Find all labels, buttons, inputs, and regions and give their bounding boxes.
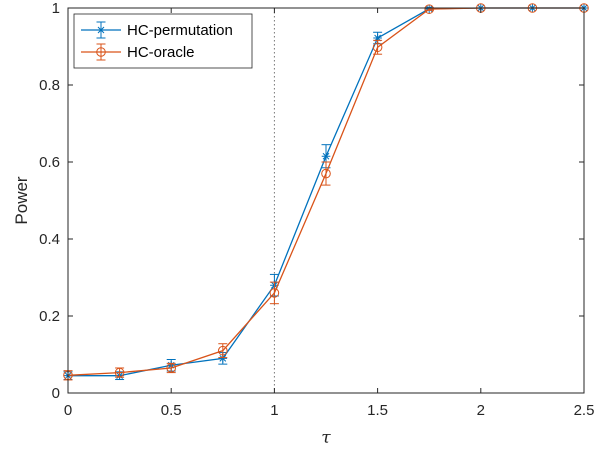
data-point (114, 367, 125, 378)
axes: 0 0.5 1 1.5 2 2.5 0 0.2 0.4 0.6 0.8 1 (39, 0, 594, 419)
data-point (269, 288, 280, 298)
legend-label: HC-oracle (127, 44, 195, 61)
error-bar (373, 39, 383, 55)
x-axis-label: τ (321, 428, 331, 448)
y-tick-label: 0.2 (39, 308, 60, 325)
x-tick-label: 2 (477, 402, 485, 419)
x-tick-label: 0 (64, 402, 72, 419)
x-tick-label: 1 (270, 402, 278, 419)
data-point (372, 42, 383, 53)
y-tick-label: 1 (52, 0, 60, 17)
y-tick-label: 0.4 (39, 231, 60, 248)
error-bar (321, 161, 331, 186)
data-point (218, 345, 228, 356)
error-bar (269, 281, 279, 305)
y-tick-label: 0.8 (39, 77, 60, 94)
data-point (218, 354, 228, 363)
legend-item: HC-oracle (81, 43, 195, 61)
x-tick-label: 2.5 (574, 402, 595, 419)
legend-box (73, 13, 253, 69)
data-point (373, 33, 382, 43)
x-tick-label: 0.5 (161, 402, 182, 419)
legend-marker (96, 25, 106, 35)
data-point (424, 4, 435, 14)
data-point (166, 363, 176, 373)
data-point (321, 168, 331, 179)
data-point (321, 151, 331, 161)
y-tick-label: 0 (52, 385, 60, 402)
axes-box (67, 7, 585, 394)
x-tick-label: 1.5 (367, 402, 388, 419)
legend: HC-permutation HC-oracle (73, 13, 253, 69)
y-axis-label: Power (12, 176, 31, 225)
legend-label: HC-permutation (127, 22, 233, 39)
legend-marker (96, 47, 106, 57)
legend-item: HC-permutation (81, 21, 233, 39)
y-tick-label: 0.6 (39, 154, 60, 171)
